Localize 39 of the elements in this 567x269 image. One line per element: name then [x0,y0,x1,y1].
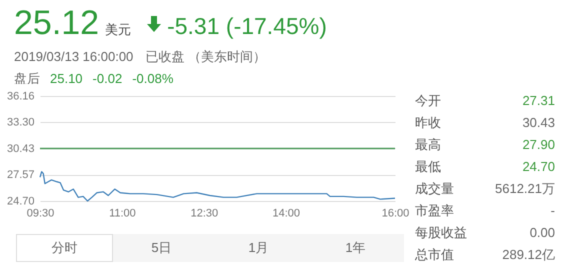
text: 25.12 [14,4,100,43]
x-tick-label: 09:30 [26,208,54,220]
x-tick-label: 14:00 [272,208,300,220]
category-label: 最低 [415,158,441,176]
category-label: 分时 [16,234,113,262]
category-label: 1年 [307,234,404,262]
category-label: 每股收益 [415,224,467,242]
text: 30.43 [522,115,555,130]
text: 289.12亿 [502,247,555,262]
text: - [550,203,555,218]
y-tick-label: 27.57 [6,169,34,182]
text: 已收盘 （美东时间） [145,49,266,64]
text: 25.10 [50,71,83,86]
category-label: 昨收 [415,114,441,132]
category-label: 今开 [415,92,441,110]
text: -0.08% [132,71,174,86]
x-tick-label: 11:00 [109,208,136,220]
category-label: 5日 [113,234,210,262]
x-tick-label: 16:00 [382,208,410,220]
text: 2019/03/13 16:00:00 [14,49,134,64]
text: 27.90 [522,137,555,152]
text: 5612.21万 [495,181,555,196]
y-tick-label: 30.43 [6,143,34,155]
line-series [39,171,396,202]
y-tick-label: 36.16 [6,90,34,102]
text: -5.31 (-17.45%) [167,13,327,40]
category-label: 最高 [415,136,441,154]
category-label: 1月 [210,234,307,262]
text: 0.00 [530,225,555,240]
category-label: 成交量 [415,180,454,198]
text: -0.02 [92,71,122,86]
category-label: 市盈率 [415,202,454,220]
category-label: 总市值 [415,246,454,264]
x-tick-label: 12:30 [190,208,218,220]
text: 27.31 [522,93,555,108]
text: 24.70 [522,159,555,174]
y-tick-label: 33.30 [6,116,34,129]
text: 美元 [105,21,132,39]
y-tick-label: 24.70 [6,196,34,208]
